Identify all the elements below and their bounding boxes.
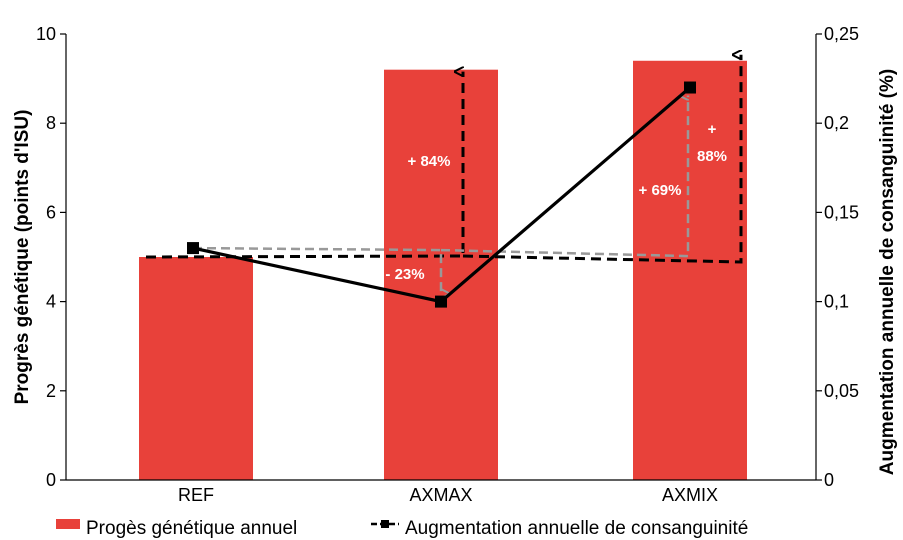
legend-bar-swatch [56, 519, 80, 529]
y-tick-label: 8 [46, 113, 56, 133]
line-point-axmix [684, 81, 696, 94]
line-series-layer [187, 81, 696, 308]
bar-axmix [633, 60, 747, 480]
bar-ref [139, 257, 253, 480]
annotation-label: + [708, 121, 717, 138]
y-tick-label: 2 [46, 381, 56, 401]
y-tick-label: 4 [46, 292, 56, 312]
left-axis-ticks: 0 2 4 6 8 10 [36, 24, 66, 490]
annotation-label: 88% [697, 148, 727, 165]
y-tick-label: 0 [46, 470, 56, 490]
x-tick-label: AXMIX [662, 485, 718, 505]
annotation-label: + 84% [408, 153, 451, 170]
y2-tick-label: 0,25 [824, 24, 859, 44]
annotation-label: + 69% [639, 182, 682, 199]
bars-layer [139, 60, 747, 481]
x-axis-labels: REF AXMAX AXMIX [178, 485, 718, 505]
y-axis-title: Progrès génétique (points d'ISU) [12, 110, 33, 405]
x-tick-label: REF [178, 485, 214, 505]
y2-tick-label: 0,2 [824, 113, 849, 133]
y2-tick-label: 0,05 [824, 381, 859, 401]
line-point-axmax [435, 295, 447, 308]
y2-tick-label: 0,15 [824, 202, 859, 222]
y-tick-label: 6 [46, 202, 56, 222]
reference-lines-layer [145, 55, 743, 294]
ref-arrow-axmix-line [440, 96, 690, 258]
annotation-label: - 23% [385, 266, 424, 283]
y-tick-label: 10 [36, 24, 56, 44]
legend-line-label: Augmentation annuelle de consanguinité [405, 518, 748, 539]
annotations-layer: + 84% - 23% + 69% +88% [385, 121, 727, 283]
right-axis-ticks: 0 0,05 0,1 0,15 0,2 0,25 [816, 24, 859, 490]
line-point-ref [187, 242, 199, 255]
x-tick-label: AXMAX [409, 485, 472, 505]
legend: Progès génétique annuel Augmentation ann… [56, 518, 748, 539]
ref-arrow-axmax-bar [145, 72, 465, 259]
ref-arrow-axmix-bar [462, 55, 743, 264]
y2-tick-label: 0,1 [824, 292, 849, 312]
legend-bar-label: Progès génétique annuel [86, 518, 297, 539]
y2-axis-title: Augmentation annuelle de consanguinité (… [877, 69, 898, 475]
y2-tick-label: 0 [824, 470, 834, 490]
legend-line-marker [381, 520, 389, 528]
